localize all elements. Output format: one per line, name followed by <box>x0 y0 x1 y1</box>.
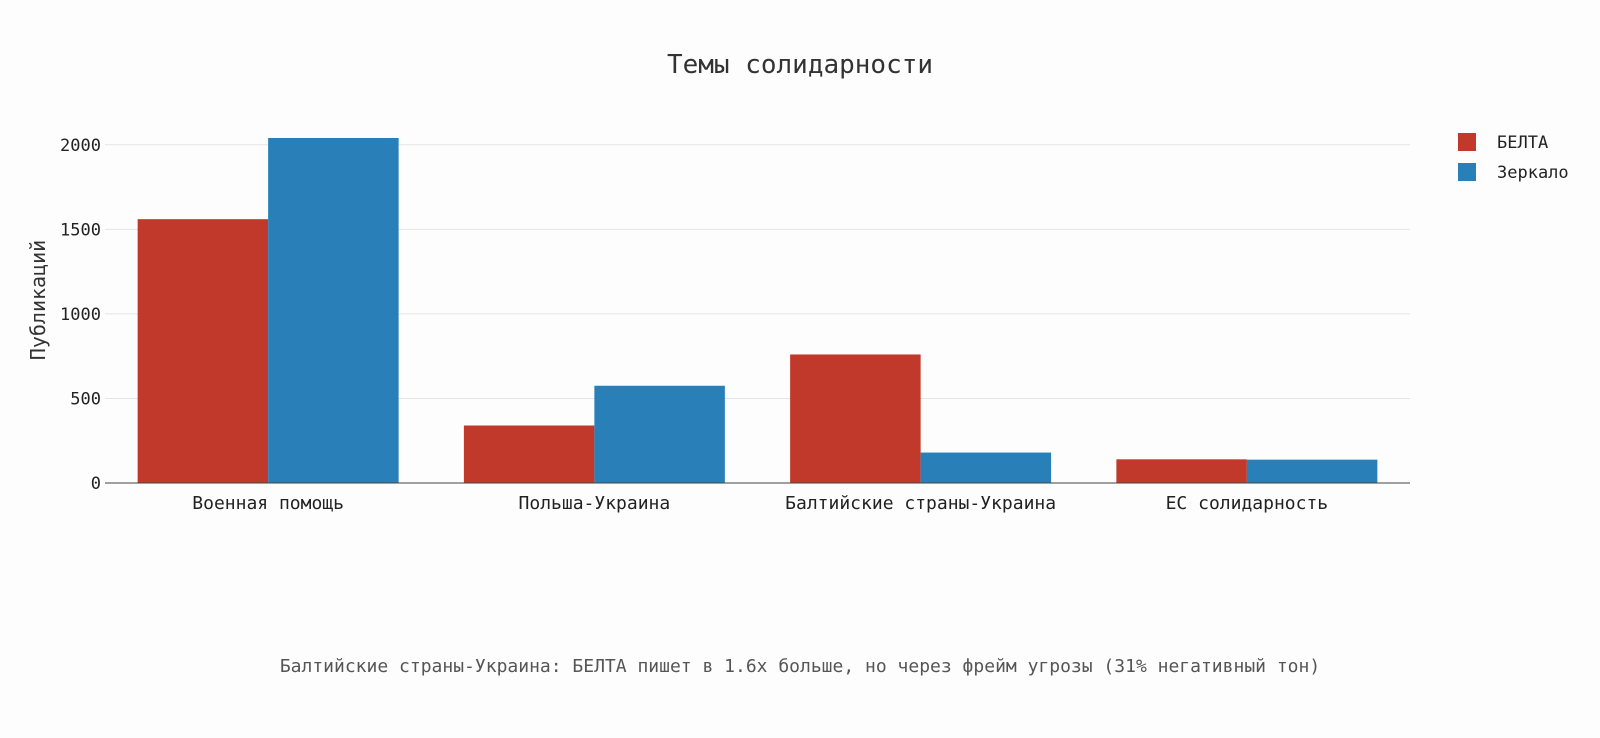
x-tick-label: ЕС солидарность <box>1166 493 1329 514</box>
y-tick-label: 2000 <box>60 136 101 156</box>
x-tick-label: Балтийские страны-Украина <box>785 493 1056 514</box>
bar <box>1116 459 1247 483</box>
bar <box>137 219 269 484</box>
y-tick-label: 0 <box>91 474 101 494</box>
legend-label: БЕЛТА <box>1497 133 1548 153</box>
bar <box>463 425 595 483</box>
bar <box>790 354 921 483</box>
bar <box>1246 459 1378 483</box>
legend-label: Зеркало <box>1497 163 1569 183</box>
x-tick-label: Военная помощь <box>192 493 344 514</box>
bar <box>920 452 1052 483</box>
legend-swatch <box>1458 133 1476 151</box>
y-tick-labels: 0 500 1000 1500 2000 <box>60 136 101 494</box>
chart-annotation: Балтийские страны-Украина: БЕЛТА пишет в… <box>280 656 1320 677</box>
chart-title: Темы солидарности <box>667 50 933 80</box>
x-tick-labels: Военная помощь Польша-Украина Балтийские с… <box>192 493 1328 514</box>
y-axis-title: Публикаций <box>26 240 50 360</box>
y-tick-label: 1500 <box>60 220 101 240</box>
bar <box>594 385 725 483</box>
bars <box>137 138 1378 484</box>
bar <box>268 138 399 483</box>
x-tick-label: Польша-Украина <box>519 493 671 514</box>
y-tick-label: 500 <box>70 389 101 409</box>
legend-swatch <box>1458 163 1476 181</box>
y-tick-label: 1000 <box>60 305 101 325</box>
legend: БЕЛТА Зеркало <box>1458 133 1569 183</box>
